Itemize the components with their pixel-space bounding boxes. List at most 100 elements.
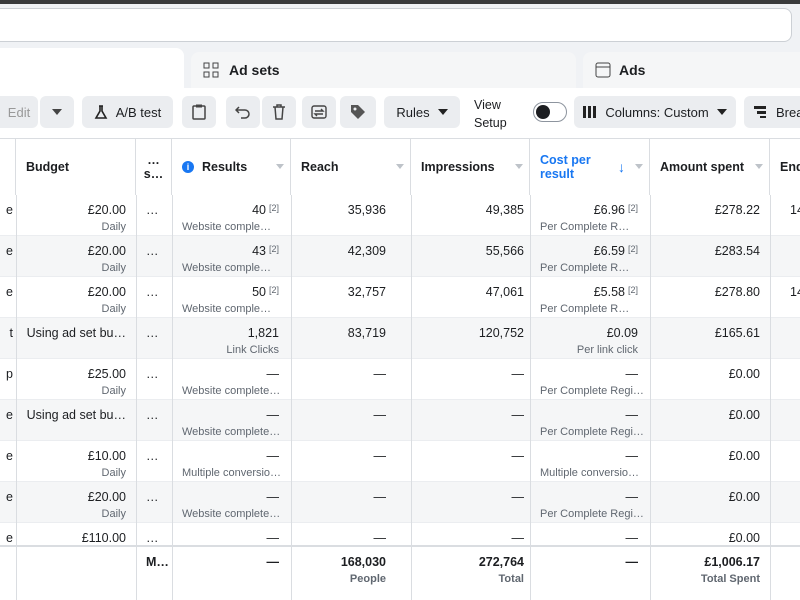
table-cell: £20.00 Daily	[16, 482, 136, 523]
cell-text: £278.22	[714, 203, 760, 217]
column-header[interactable]	[0, 138, 16, 195]
duplicate-button[interactable]	[182, 96, 216, 128]
cell-value: Using ad set bu…	[26, 408, 126, 422]
cell-text: Using ad set bu…	[26, 326, 126, 340]
table-cell: e	[0, 441, 16, 482]
undo-button[interactable]	[226, 96, 260, 128]
table-cell: —	[411, 400, 530, 441]
campaigns-tab[interactable]	[0, 48, 184, 90]
columns-button[interactable]: Columns: Custom	[574, 96, 736, 128]
table-row	[0, 400, 800, 441]
tag-button[interactable]	[340, 96, 376, 128]
column-header[interactable]: Reach	[291, 138, 411, 195]
cell-value: £0.00	[660, 531, 760, 545]
column-divider	[530, 547, 531, 600]
cell-subtext: Per Complete Regi…	[540, 508, 644, 520]
header-label: Reach	[301, 159, 339, 174]
cell-value: 40 [2]	[182, 203, 279, 217]
edit-button[interactable]: Edit	[0, 96, 38, 128]
cell-value: £1,006.17	[660, 555, 760, 569]
ab-test-button[interactable]: A/B test	[82, 96, 173, 128]
cell-text: £20.00	[87, 244, 126, 258]
column-divider	[650, 195, 651, 600]
header-label: Amount spent	[660, 159, 745, 174]
cell-value: 49,385	[421, 203, 524, 217]
ads-tab[interactable]: Ads	[583, 52, 800, 88]
column-header[interactable]: i Results	[172, 138, 291, 195]
search-bar[interactable]	[0, 8, 792, 42]
cell-text: —	[511, 490, 525, 504]
cell-value: …	[146, 408, 162, 422]
cell-text: —	[511, 449, 525, 463]
cell-text: 14	[790, 285, 800, 299]
breakdown-button[interactable]: Brea	[744, 96, 800, 128]
cell-value: …	[146, 203, 162, 217]
breakdown-icon	[754, 106, 766, 118]
footnote: [2]	[268, 244, 279, 254]
cell-value: 47,061	[421, 285, 524, 299]
view-setup-toggle[interactable]	[533, 102, 567, 122]
cell-value: e	[0, 449, 13, 463]
header-label: Impressions	[421, 159, 495, 174]
cell-value: £0.00	[660, 490, 760, 504]
cell-value: —	[182, 490, 280, 504]
cell-text: £0.00	[728, 490, 760, 504]
table-cell: —	[291, 523, 411, 564]
button-label: Columns: Custom	[605, 104, 709, 120]
cell-subtext: Per Complete R…	[540, 221, 630, 233]
column-header[interactable]: Cost per result ↓	[530, 138, 650, 195]
cell-value: 168,030	[301, 555, 386, 569]
cell-value: —	[182, 367, 280, 381]
cell-value: 14	[790, 203, 800, 217]
cell-text: £1,006.17	[704, 555, 760, 569]
table-cell: …	[136, 195, 172, 236]
table-cell: £283.54	[650, 236, 770, 277]
table-cell: 32,757	[291, 277, 411, 318]
cell-text: M…	[146, 555, 169, 569]
column-header[interactable]: Amount spent	[650, 138, 770, 195]
cell-value: …	[146, 326, 162, 340]
table-cell: t	[0, 318, 16, 359]
cell-value: £5.58 [2]	[540, 285, 638, 299]
table-cell: 55,566	[411, 236, 530, 277]
cell-text: £10.00	[87, 449, 126, 463]
cell-value: …	[146, 490, 162, 504]
cell-value: —	[301, 449, 387, 463]
cell-value: p	[0, 367, 13, 381]
cell-text: £6.59	[593, 244, 625, 258]
table-cell: …	[136, 400, 172, 441]
cell-text: —	[266, 555, 280, 569]
cell-text: —	[625, 408, 639, 422]
column-header[interactable]: Impressions	[411, 138, 530, 195]
cell-text: £110.00	[81, 531, 126, 545]
column-header[interactable]: Budget	[16, 138, 136, 195]
caret	[52, 109, 62, 115]
export-button[interactable]	[302, 96, 336, 128]
flask-icon	[94, 105, 108, 119]
tab-label: Ad sets	[229, 62, 280, 78]
cell-text: 43	[252, 244, 266, 258]
cell-value: —	[540, 367, 639, 381]
table-cell: —	[411, 359, 530, 400]
table-cell: —	[411, 523, 530, 564]
delete-button[interactable]	[262, 96, 296, 128]
cell-subtext: Daily	[101, 508, 126, 520]
header-caret	[755, 164, 763, 169]
rules-button[interactable]: Rules	[384, 96, 460, 128]
ad-sets-tab[interactable]: Ad sets	[191, 52, 576, 88]
cell-text: —	[373, 367, 387, 381]
column-header[interactable]: … s…	[136, 138, 172, 195]
table-cell: 120,752	[411, 318, 530, 359]
footnote: [2]	[627, 285, 638, 295]
column-header[interactable]: End	[770, 138, 800, 195]
table-cell: …	[136, 359, 172, 400]
cell-value: —	[421, 531, 525, 545]
edit-dropdown[interactable]	[40, 96, 74, 128]
cell-text: e	[6, 531, 13, 545]
cell-subtext: Per Complete Regi…	[540, 426, 644, 438]
cell-value: e	[0, 244, 13, 258]
cell-text: …	[146, 408, 159, 422]
cell-text: £20.00	[87, 490, 126, 504]
table-cell: —	[530, 523, 650, 564]
